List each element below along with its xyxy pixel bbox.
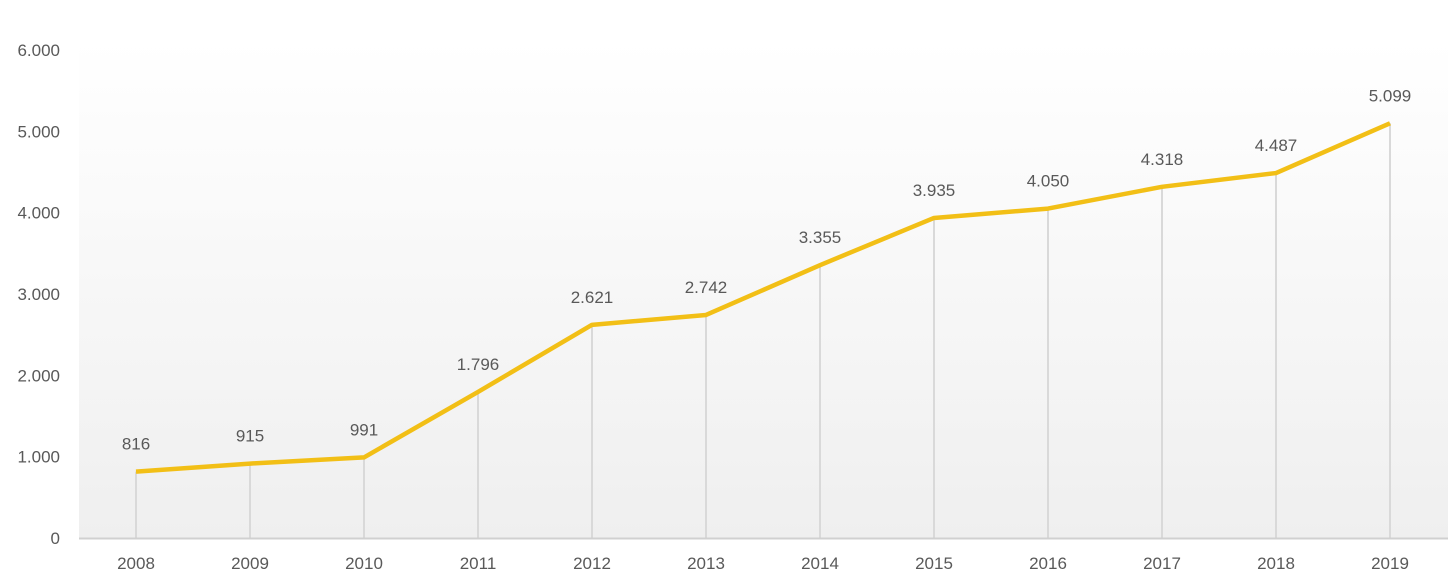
y-tick-label: 2.000 [17,366,60,385]
y-tick-label: 0 [51,529,60,548]
y-tick-label: 1.000 [17,448,60,467]
y-tick-label: 6.000 [17,41,60,60]
data-label: 2.742 [685,278,728,297]
x-tick-label: 2015 [915,554,953,573]
y-tick-label: 4.000 [17,204,60,223]
x-tick-label: 2016 [1029,554,1067,573]
x-tick-label: 2013 [687,554,725,573]
x-tick-label: 2019 [1371,554,1409,573]
data-label: 4.318 [1141,150,1184,169]
data-label: 915 [236,427,264,446]
x-tick-label: 2008 [117,554,155,573]
x-tick-label: 2010 [345,554,383,573]
data-label: 816 [122,435,150,454]
data-label: 3.355 [799,228,842,247]
x-tick-label: 2012 [573,554,611,573]
data-label: 4.487 [1255,136,1298,155]
data-label: 2.621 [571,288,614,307]
data-label: 1.796 [457,355,500,374]
y-tick-label: 3.000 [17,285,60,304]
data-label: 3.935 [913,181,956,200]
y-tick-label: 5.000 [17,122,60,141]
x-tick-label: 2014 [801,554,839,573]
x-tick-label: 2018 [1257,554,1295,573]
x-tick-label: 2017 [1143,554,1181,573]
series-line [135,121,1391,474]
data-label: 4.050 [1027,172,1070,191]
data-label: 991 [350,420,378,439]
data-label: 5.099 [1369,86,1412,105]
x-tick-label: 2011 [460,554,497,573]
x-tick-label: 2009 [231,554,269,573]
